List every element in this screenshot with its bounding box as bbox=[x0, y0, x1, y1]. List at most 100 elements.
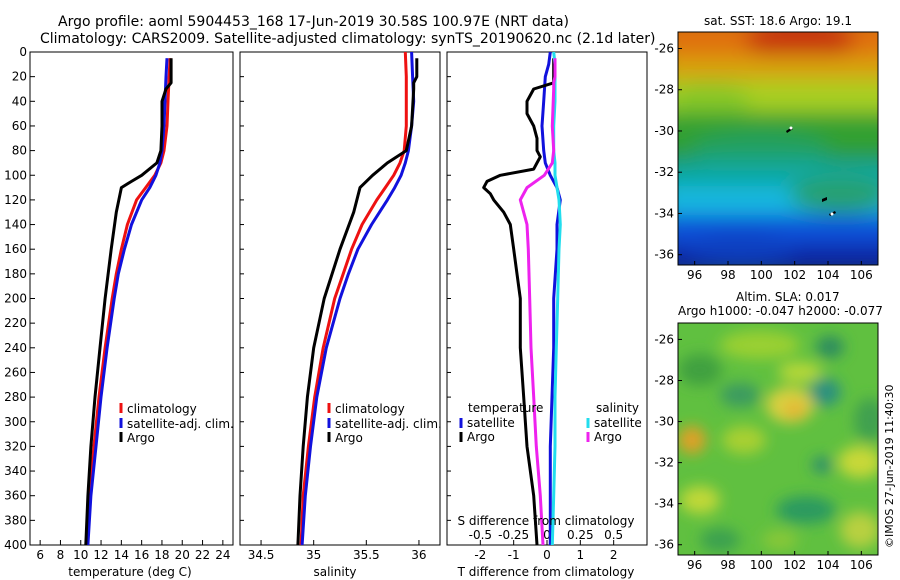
t-difference-x-axis: -2 -1 0 1 2 bbox=[447, 51, 618, 562]
legend-salinity-title: salinity bbox=[596, 401, 639, 415]
s-diff-tick-label: 0.25 bbox=[567, 528, 594, 542]
map-x-tick-label: 96 bbox=[687, 558, 702, 572]
legend-argo-label: Argo bbox=[335, 431, 363, 445]
legend-climatology-label: climatology bbox=[335, 402, 405, 416]
y-tick-label: 320 bbox=[4, 439, 27, 453]
map-y-tick-label: -34 bbox=[654, 206, 674, 220]
sla-map-axes: 96 98 100 102 104 106 -26 -28 -30 -32 -34 -36 bbox=[654, 332, 872, 572]
map-x-tick-label: 104 bbox=[817, 558, 840, 572]
x-tick-label: 20 bbox=[175, 548, 190, 562]
series-line-temperature-argo bbox=[482, 58, 556, 545]
temperature-legend: climatology satellite-adj. clim. Argo bbox=[119, 402, 234, 445]
legend-climatology-label: climatology bbox=[127, 402, 197, 416]
series-line-satellite-adj-clim- bbox=[300, 52, 416, 545]
legend-s-argo-label: Argo bbox=[594, 430, 622, 444]
map-x-tick-label: 98 bbox=[720, 268, 735, 282]
s-diff-tick-label: -0.5 bbox=[469, 528, 492, 542]
s-difference-label: S difference from climatology bbox=[458, 514, 635, 528]
map-x-tick-label: 106 bbox=[850, 558, 873, 572]
legend-argo-label: Argo bbox=[127, 431, 155, 445]
map-y-tick-label: -26 bbox=[654, 41, 674, 55]
sst-map: sat. SST: 18.6 Argo: 19.1 bbox=[654, 14, 879, 282]
map-y-tick-label: -26 bbox=[654, 332, 674, 346]
figure-title-line1: Argo profile: aoml 5904453_168 17-Jun-20… bbox=[58, 14, 569, 30]
y-tick-label: 400 bbox=[4, 538, 27, 552]
t-difference-label: T difference from climatology bbox=[457, 565, 635, 579]
map-x-tick-label: 104 bbox=[817, 268, 840, 282]
salinity-panel: 34.5 35 35.5 36 climatology satellite-adj. … bbox=[239, 51, 442, 579]
map-x-tick-label: 96 bbox=[687, 268, 702, 282]
y-tick-label: 40 bbox=[12, 94, 27, 108]
map-y-tick-label: -28 bbox=[654, 373, 674, 387]
map-y-tick-label: -32 bbox=[654, 165, 674, 179]
x-tick-label: 24 bbox=[215, 548, 230, 562]
map-y-tick-label: -36 bbox=[654, 248, 674, 262]
x-tick-label: 10 bbox=[73, 548, 88, 562]
argo-marker bbox=[822, 197, 827, 202]
imos-timestamp: ©IMOS 27-Jun-2019 11:40:30 bbox=[883, 384, 896, 548]
temperature-panel: 0 20 40 60 80 100 120 140 160 180 200 220 240 260 280 3… bbox=[4, 45, 234, 579]
sla-map: Altim. SLA: 0.017 Argo h1000: -0.047 h20… bbox=[654, 290, 883, 572]
y-tick-label: 120 bbox=[4, 193, 27, 207]
sla-map-field bbox=[678, 323, 878, 555]
y-tick-label: 200 bbox=[4, 292, 27, 306]
map-y-tick-label: -30 bbox=[654, 124, 674, 138]
argo-marker bbox=[830, 212, 834, 216]
salinity-x-axis: 34.5 35 35.5 36 bbox=[240, 51, 427, 562]
x-tick-label: 0 bbox=[543, 548, 551, 562]
temperature-series bbox=[84, 58, 173, 545]
x-tick-label: 6 bbox=[36, 548, 44, 562]
argo-markers bbox=[786, 126, 836, 216]
salinity-x-label: salinity bbox=[313, 565, 356, 579]
y-tick-label: 180 bbox=[4, 267, 27, 281]
y-tick-label: 140 bbox=[4, 218, 27, 232]
salinity-series bbox=[296, 52, 419, 545]
difference-panel: -2 -1 0 1 2 -0.5 -0.25 0 0.25 0.5 temperature sa… bbox=[446, 51, 648, 579]
s-diff-tick-label: -0.25 bbox=[498, 528, 529, 542]
y-tick-label: 160 bbox=[4, 242, 27, 256]
series-line-argo bbox=[84, 58, 173, 545]
series-line-argo bbox=[296, 58, 419, 545]
sla-map-frame bbox=[677, 322, 879, 556]
x-tick-label: 2 bbox=[610, 548, 618, 562]
x-tick-label: -2 bbox=[474, 548, 486, 562]
y-tick-label: 60 bbox=[12, 119, 27, 133]
series-line-salinity-argo bbox=[518, 58, 557, 545]
x-tick-label: 34.5 bbox=[248, 548, 275, 562]
difference-legend: temperature satellite Argo salinity sate… bbox=[459, 401, 642, 444]
y-tick-label: 80 bbox=[12, 144, 27, 158]
map-x-tick-label: 98 bbox=[720, 558, 735, 572]
y-tick-label: 260 bbox=[4, 365, 27, 379]
legend-t-satellite-label: satellite bbox=[467, 416, 515, 430]
y-tick-label: 360 bbox=[4, 489, 27, 503]
y-tick-label: 20 bbox=[12, 70, 27, 84]
map-y-tick-label: -30 bbox=[654, 415, 674, 429]
x-tick-label: 36 bbox=[411, 548, 426, 562]
sla-value-text: Altim. SLA: 0.017 bbox=[736, 290, 840, 304]
figure-title-line2: Climatology: CARS2009. Satellite-adjuste… bbox=[40, 31, 655, 47]
s-diff-tick-label: 0.5 bbox=[604, 528, 623, 542]
map-x-tick-label: 102 bbox=[783, 268, 806, 282]
difference-axes-frame bbox=[446, 51, 648, 546]
x-tick-label: 35.5 bbox=[353, 548, 380, 562]
x-tick-label: 22 bbox=[195, 548, 210, 562]
x-tick-label: 16 bbox=[134, 548, 149, 562]
series-line-climatology bbox=[299, 52, 408, 545]
legend-satellite-label: satellite-adj. clim. bbox=[127, 417, 234, 431]
x-tick-label: 18 bbox=[154, 548, 169, 562]
y-tick-label: 380 bbox=[4, 513, 27, 527]
salinity-legend: climatology satellite-adj. clim. Argo bbox=[327, 402, 442, 445]
y-tick-label: 100 bbox=[4, 168, 27, 182]
legend-t-argo-label: Argo bbox=[467, 430, 495, 444]
x-tick-label: -1 bbox=[508, 548, 520, 562]
temperature-axes-frame bbox=[29, 51, 234, 546]
sst-map-axes: 96 98 100 102 104 106 -26 -28 -30 -32 -34 -36 bbox=[654, 41, 872, 282]
temperature-x-label: temperature (deg C) bbox=[68, 565, 191, 579]
y-tick-label: 220 bbox=[4, 316, 27, 330]
map-y-tick-label: -34 bbox=[654, 497, 674, 511]
s-difference-x-axis: -0.5 -0.25 0 0.25 0.5 bbox=[469, 528, 624, 542]
map-y-tick-label: -36 bbox=[654, 538, 674, 552]
map-y-tick-label: -28 bbox=[654, 83, 674, 97]
x-tick-label: 14 bbox=[114, 548, 129, 562]
